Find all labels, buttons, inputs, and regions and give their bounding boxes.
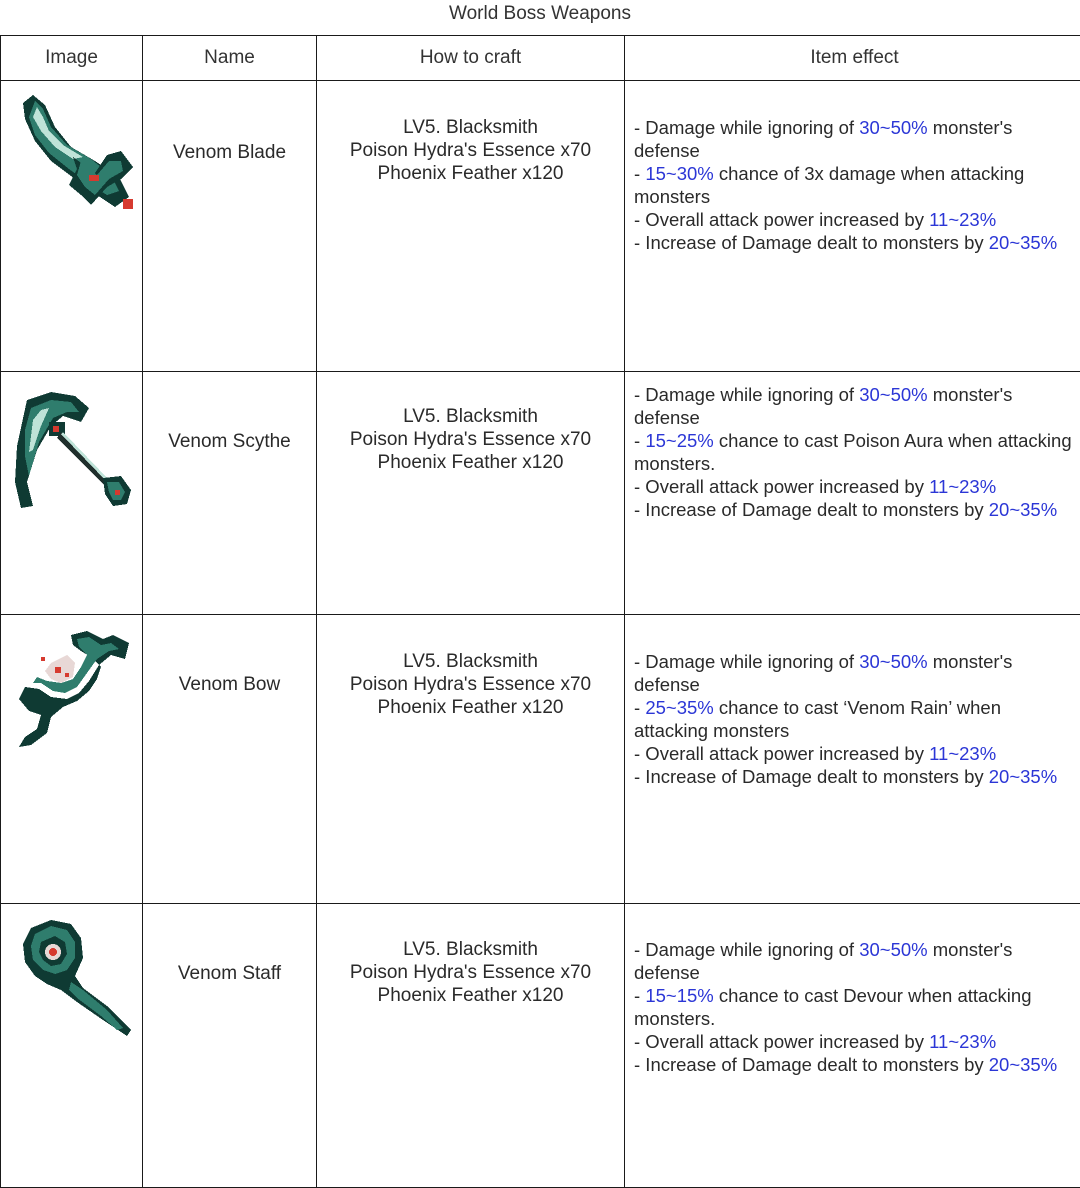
header-how-to-craft: How to craft bbox=[317, 36, 625, 81]
craft-line: Phoenix Feather x120 bbox=[317, 984, 624, 1007]
image-cell bbox=[1, 81, 143, 372]
name-cell: Venom Scythe bbox=[143, 372, 317, 615]
table-caption: World Boss Weapons bbox=[0, 0, 1080, 28]
craft-cell: LV5. Blacksmith Poison Hydra's Essence x… bbox=[317, 372, 625, 615]
craft-line: LV5. Blacksmith bbox=[317, 405, 624, 428]
header-name: Name bbox=[143, 36, 317, 81]
effect-line: - Overall attack power increased by 11~2… bbox=[634, 1030, 1076, 1053]
table-row: Venom Bow LV5. Blacksmith Poison Hydra's… bbox=[1, 615, 1080, 904]
craft-line: Phoenix Feather x120 bbox=[317, 162, 624, 185]
effect-cell: - Damage while ignoring of 30~50% monste… bbox=[625, 615, 1080, 904]
craft-line: LV5. Blacksmith bbox=[317, 650, 624, 673]
effect-line: - 25~35% chance to cast ‘Venom Rain’ whe… bbox=[634, 696, 1076, 742]
effect-cell: - Damage while ignoring of 30~50% monste… bbox=[625, 372, 1080, 615]
header-image: Image bbox=[1, 36, 143, 81]
effect-line: - Damage while ignoring of 30~50% monste… bbox=[634, 116, 1076, 162]
craft-line: LV5. Blacksmith bbox=[317, 116, 624, 139]
table-row: Venom Staff LV5. Blacksmith Poison Hydra… bbox=[1, 904, 1080, 1188]
craft-line: Poison Hydra's Essence x70 bbox=[317, 139, 624, 162]
effect-cell: - Damage while ignoring of 30~50% monste… bbox=[625, 904, 1080, 1188]
effect-line: - Overall attack power increased by 11~2… bbox=[634, 475, 1076, 498]
craft-line: Phoenix Feather x120 bbox=[317, 696, 624, 719]
effect-line: - Increase of Damage dealt to monsters b… bbox=[634, 1053, 1076, 1076]
venom-scythe-icon bbox=[11, 386, 136, 516]
effect-line: - Overall attack power increased by 11~2… bbox=[634, 208, 1076, 231]
craft-line: Poison Hydra's Essence x70 bbox=[317, 961, 624, 984]
image-cell bbox=[1, 372, 143, 615]
venom-blade-icon bbox=[11, 95, 136, 215]
table-row: Venom Scythe LV5. Blacksmith Poison Hydr… bbox=[1, 372, 1080, 615]
venom-bow-icon bbox=[11, 629, 136, 754]
table-row: Venom Blade LV5. Blacksmith Poison Hydra… bbox=[1, 81, 1080, 372]
header-item-effect: Item effect bbox=[625, 36, 1080, 81]
image-cell bbox=[1, 615, 143, 904]
effect-line: - Increase of Damage dealt to monsters b… bbox=[634, 231, 1076, 254]
craft-cell: LV5. Blacksmith Poison Hydra's Essence x… bbox=[317, 81, 625, 372]
image-cell bbox=[1, 904, 143, 1188]
weapons-table: Image Name How to craft Item effect Veno… bbox=[0, 35, 1080, 1188]
effect-cell: - Damage while ignoring of 30~50% monste… bbox=[625, 81, 1080, 372]
effect-line: - Increase of Damage dealt to monsters b… bbox=[634, 765, 1076, 788]
name-cell: Venom Staff bbox=[143, 904, 317, 1188]
effect-line: - 15~25% chance to cast Poison Aura when… bbox=[634, 429, 1076, 475]
craft-line: Poison Hydra's Essence x70 bbox=[317, 673, 624, 696]
craft-line: LV5. Blacksmith bbox=[317, 938, 624, 961]
craft-cell: LV5. Blacksmith Poison Hydra's Essence x… bbox=[317, 904, 625, 1188]
effect-line: - 15~30% chance of 3x damage when attack… bbox=[634, 162, 1076, 208]
craft-line: Phoenix Feather x120 bbox=[317, 451, 624, 474]
craft-cell: LV5. Blacksmith Poison Hydra's Essence x… bbox=[317, 615, 625, 904]
effect-line: - Increase of Damage dealt to monsters b… bbox=[634, 498, 1076, 521]
effect-line: - 15~15% chance to cast Devour when atta… bbox=[634, 984, 1076, 1030]
name-cell: Venom Blade bbox=[143, 81, 317, 372]
venom-staff-icon bbox=[11, 918, 136, 1043]
name-cell: Venom Bow bbox=[143, 615, 317, 904]
craft-line: Poison Hydra's Essence x70 bbox=[317, 428, 624, 451]
effect-line: - Damage while ignoring of 30~50% monste… bbox=[634, 383, 1076, 429]
header-row: Image Name How to craft Item effect bbox=[1, 36, 1080, 81]
effect-line: - Damage while ignoring of 30~50% monste… bbox=[634, 650, 1076, 696]
effect-line: - Overall attack power increased by 11~2… bbox=[634, 742, 1076, 765]
effect-line: - Damage while ignoring of 30~50% monste… bbox=[634, 938, 1076, 984]
